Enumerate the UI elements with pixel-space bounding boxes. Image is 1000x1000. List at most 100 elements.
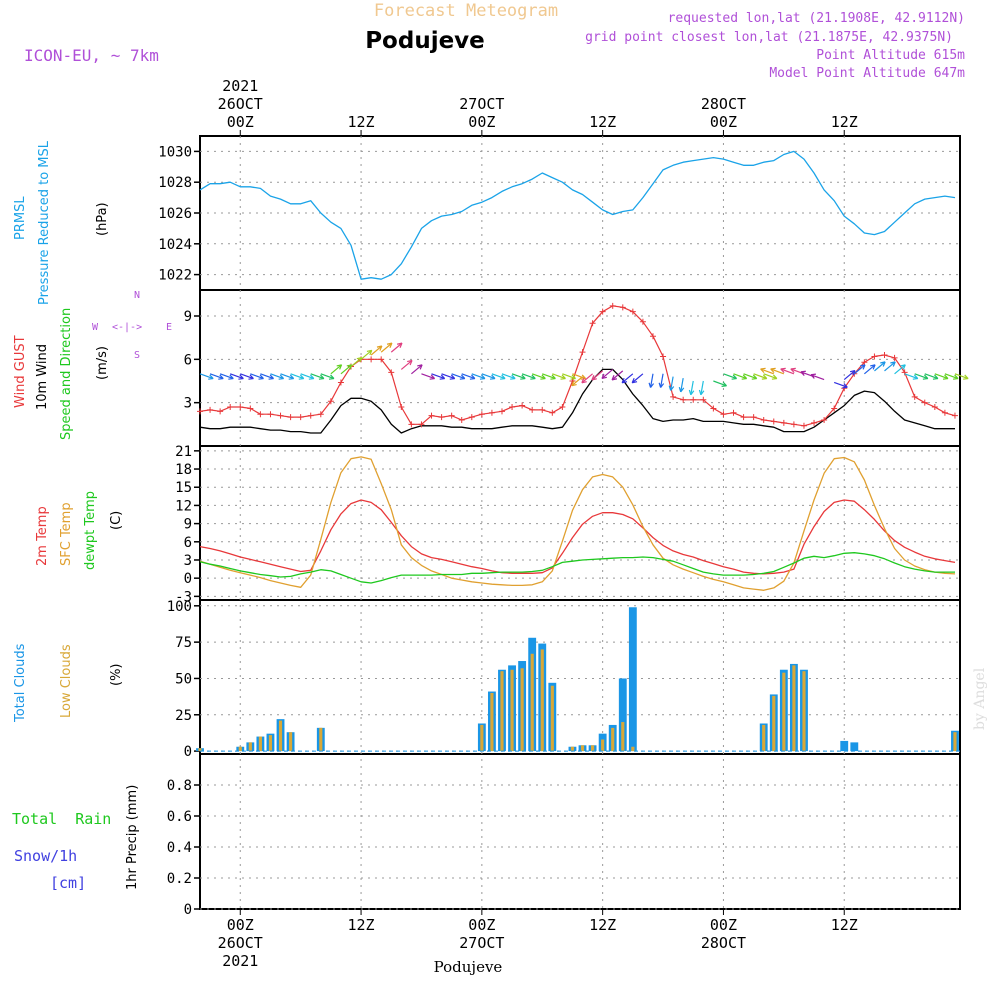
wind-arrow	[481, 373, 496, 380]
snow-label: Snow/1h	[14, 847, 77, 865]
low-cloud-bar	[611, 727, 615, 752]
clouds-unit: (%)	[109, 664, 124, 687]
wind-arrow	[219, 373, 234, 380]
y-tick-label: 0	[184, 902, 192, 918]
wind-arrow	[944, 373, 959, 380]
wind-arrowhead	[376, 345, 383, 351]
y-tick-label: 1026	[158, 206, 192, 222]
wind-arrowhead	[500, 374, 506, 380]
gust-marker	[891, 354, 898, 361]
gust-marker	[327, 398, 334, 405]
temp-labels: 2m Temp SFC Temp dewpt Temp (C)	[35, 491, 124, 570]
low-cloud-bar	[510, 669, 514, 752]
gust-marker	[670, 393, 677, 400]
gust-marker	[629, 308, 636, 315]
wind-arrowhead	[386, 342, 393, 348]
y-tick-label: 9	[184, 517, 192, 533]
wind-arrowhead	[890, 361, 896, 367]
wind-arrow	[649, 373, 654, 388]
y-tick-label: 1024	[158, 237, 192, 253]
time-label-bottom: 00Z	[468, 916, 495, 934]
wind-arrow	[400, 359, 413, 370]
precip-labels: Total Rain Snow/1h [cm] 1hr Precip (mm)	[12, 785, 140, 892]
wind-arrow	[380, 342, 393, 353]
wind-arrowhead	[407, 359, 413, 366]
low-cloud-bar	[278, 720, 283, 752]
panel-frame	[199, 599, 961, 755]
wind-arrow	[700, 380, 704, 395]
wind-arrow	[209, 373, 224, 380]
low-cloud-bar	[580, 745, 585, 752]
wind-arrowhead	[922, 374, 929, 380]
wind-arrowhead	[688, 389, 695, 396]
wind-arrowhead	[721, 381, 727, 387]
y-tick-label: 0.6	[167, 809, 192, 825]
y-tick-label: 0	[184, 571, 192, 587]
gust-marker	[388, 369, 395, 376]
model-altitude: Model Point Altitude 647m	[769, 66, 965, 81]
time-label-top: 12Z	[348, 113, 375, 131]
wind-arrowhead	[570, 374, 576, 380]
low-cloud-bar	[762, 724, 766, 752]
gust-marker	[589, 320, 596, 327]
wind-arrow	[924, 373, 939, 380]
time-label-top: 12Z	[589, 113, 616, 131]
tsfc-label: SFC Temp	[59, 502, 74, 566]
gust-marker	[197, 408, 203, 415]
gust-marker	[418, 421, 425, 428]
wind-arrowhead	[429, 374, 436, 380]
time-label-top: 00Z	[710, 113, 737, 131]
wind-arrow	[760, 368, 774, 375]
wind-arrowhead	[308, 374, 315, 380]
low-cloud-bar	[953, 732, 957, 752]
wind-arrowhead	[942, 374, 949, 380]
wind-arrowhead	[698, 389, 705, 396]
wind-arrowhead	[760, 367, 766, 374]
wind-arrowhead	[258, 374, 264, 380]
temperature-panel	[199, 456, 956, 591]
low-cloud-bar	[601, 739, 605, 752]
wind-arrow	[199, 373, 214, 380]
wind-arrowhead	[790, 367, 796, 374]
gust-marker	[871, 353, 878, 360]
y-tick-label: 25	[175, 708, 192, 724]
watermark: by Angel	[972, 667, 988, 730]
low-cloud-bar	[782, 672, 786, 752]
gust-marker	[509, 404, 516, 410]
wind-arrow	[390, 342, 403, 353]
wind-arrow	[743, 373, 757, 380]
wind-arrow	[431, 373, 445, 380]
wind-arrowhead	[932, 374, 939, 380]
gust-marker	[690, 396, 697, 403]
total-cloud-bar	[628, 607, 637, 752]
wind-arrowhead	[318, 374, 325, 380]
time-label-top: 27OCT	[459, 95, 504, 113]
low-cloud-bar	[802, 671, 806, 752]
wind-arrowhead	[268, 374, 274, 380]
y-tick-label: 15	[175, 480, 192, 496]
wind-arrowhead	[668, 385, 675, 391]
time-label-bottom: 12Z	[831, 916, 858, 934]
total-rain-label: Total Rain	[12, 810, 111, 828]
wind-arrowhead	[248, 374, 254, 380]
low-cloud-bar	[238, 746, 242, 752]
wind-arrow	[954, 373, 969, 380]
low-cloud-bar	[490, 692, 494, 752]
wind-arrowhead	[208, 374, 214, 380]
pressure-line	[199, 150, 956, 280]
gust-marker	[710, 405, 717, 412]
time-label-bottom: 2021	[222, 952, 258, 970]
low-cloud-bar	[631, 746, 635, 752]
y-tick-label: 0	[184, 744, 192, 760]
wind-arrowhead	[900, 364, 906, 370]
gust-marker	[951, 412, 958, 419]
y-tick-label: 0.4	[167, 840, 192, 856]
gust-marker	[539, 406, 546, 413]
y-tick-label: 0.8	[167, 778, 192, 794]
y-tick-label: 18	[175, 462, 192, 478]
gust-marker	[519, 402, 526, 409]
wind-arrowhead	[849, 369, 856, 376]
total-cloud-bar	[850, 742, 859, 752]
y-tick-label: 21	[175, 444, 192, 460]
wind-arrow	[411, 364, 423, 375]
